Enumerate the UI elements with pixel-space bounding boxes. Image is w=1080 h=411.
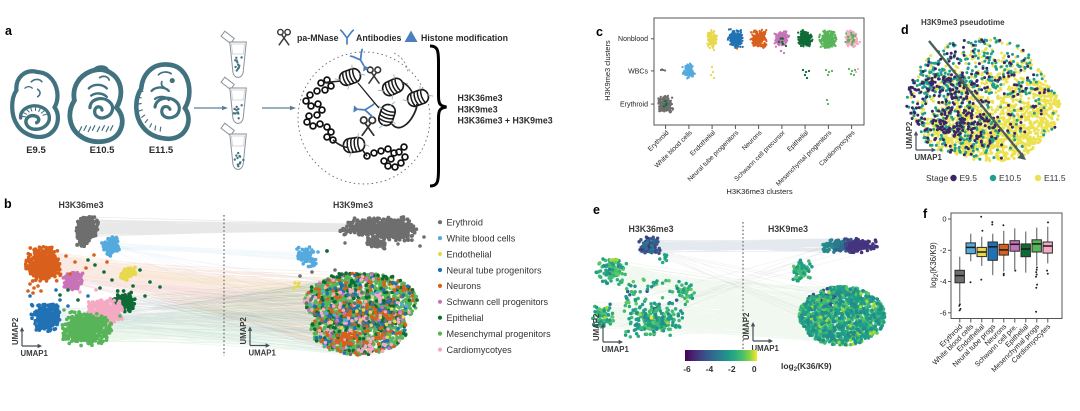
svg-text:pa-MNase: pa-MNase [297,33,339,43]
svg-text:H3K36me3: H3K36me3 [629,224,674,234]
svg-text:-4: -4 [706,364,714,374]
svg-text:UMAP2: UMAP2 [905,121,914,149]
svg-text:H3K36me3: H3K36me3 [458,93,503,103]
svg-text:UMAP2: UMAP2 [592,313,601,341]
svg-text:Neural tube progenitors: Neural tube progenitors [447,265,542,275]
svg-text:White blood cells: White blood cells [447,233,516,243]
svg-text:log2(K36/K9): log2(K36/K9) [781,361,832,373]
svg-text:H3K36me3 + H3K9me3: H3K36me3 + H3K9me3 [458,116,553,126]
svg-text:log2(K36/K9): log2(K36/K9) [929,242,940,288]
svg-text:-4: -4 [940,277,947,286]
svg-text:Antibodies: Antibodies [356,33,402,43]
svg-text:0: 0 [752,364,757,374]
svg-text:Mesenchymal progenitors: Mesenchymal progenitors [447,329,552,339]
svg-text:E11.5: E11.5 [1044,173,1066,183]
svg-text:Nonblood: Nonblood [618,36,648,43]
svg-text:b: b [4,197,12,211]
svg-text:-6: -6 [683,364,691,374]
svg-text:-2: -2 [940,246,947,255]
svg-text:c: c [596,25,603,39]
svg-text:Erythroid: Erythroid [447,218,483,228]
svg-text:UMAP1: UMAP1 [249,348,277,357]
svg-text:Stage: Stage [926,173,948,183]
svg-text:-6: -6 [940,308,947,317]
svg-text:UMAP2: UMAP2 [742,312,751,340]
svg-text:E11.5: E11.5 [149,145,174,156]
svg-text:H3K9me3: H3K9me3 [333,200,373,210]
svg-text:Neurons: Neurons [447,281,482,291]
svg-text:d: d [901,23,909,37]
svg-text:Epithelial: Epithelial [447,313,484,323]
svg-text:UMAP1: UMAP1 [752,344,780,353]
svg-text:WBCs: WBCs [628,68,648,75]
svg-text:UMAP1: UMAP1 [602,345,630,354]
svg-text:Histone modification: Histone modification [421,33,508,43]
svg-text:e: e [593,203,600,217]
svg-text:0: 0 [942,215,946,224]
svg-text:Endothelial: Endothelial [447,249,492,259]
svg-text:Erythroid: Erythroid [620,102,648,109]
svg-text:E10.5: E10.5 [90,145,116,156]
svg-text:Schwann cell progenitors: Schwann cell progenitors [447,297,549,307]
svg-text:E9.5: E9.5 [960,173,978,183]
svg-text:UMAP1: UMAP1 [915,153,943,162]
svg-text:UMAP2: UMAP2 [11,317,20,345]
svg-text:UMAP1: UMAP1 [21,349,49,358]
svg-text:H3K9me3: H3K9me3 [458,104,498,114]
svg-text:H3K36me3 clusters: H3K36me3 clusters [726,187,792,196]
svg-text:Cardiomycotyes: Cardiomycotyes [447,345,513,355]
svg-text:a: a [5,24,13,38]
svg-text:E9.5: E9.5 [26,145,46,156]
svg-text:H3K9me3 pseudotime: H3K9me3 pseudotime [921,18,1005,27]
svg-text:H3K9me3: H3K9me3 [768,224,808,234]
svg-text:f: f [923,207,928,221]
svg-text:E10.5: E10.5 [999,173,1021,183]
svg-text:H3K9me3 clusters: H3K9me3 clusters [603,40,612,101]
svg-text:H3K36me3: H3K36me3 [59,200,104,210]
svg-text:UMAP2: UMAP2 [239,317,248,345]
svg-text:-2: -2 [728,364,736,374]
